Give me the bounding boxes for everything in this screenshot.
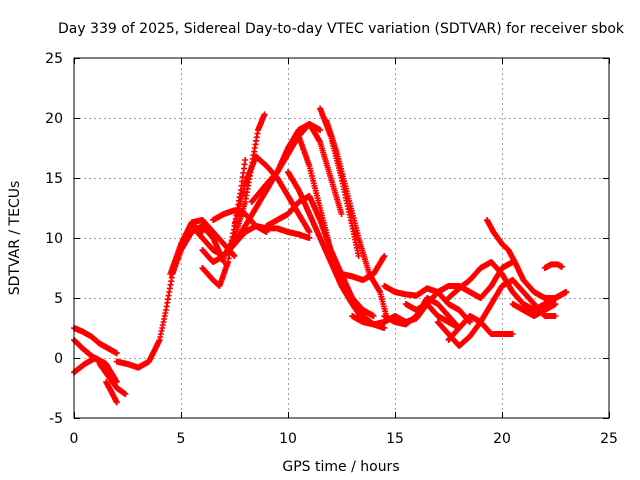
data-series (381, 295, 463, 331)
data-series (541, 261, 565, 271)
axis-ticks: 0 5 10 15 20 25 -5 0 5 10 15 20 25 (45, 51, 618, 447)
x-tick-label: 15 (386, 431, 404, 447)
data-points (71, 105, 570, 406)
data-point-markers (338, 253, 388, 283)
data-point-markers (96, 361, 129, 397)
data-point-markers (381, 295, 463, 331)
x-tick-label: 25 (600, 431, 618, 447)
x-axis-title: GPS time / hours (282, 459, 399, 475)
y-tick-label: -5 (49, 411, 63, 427)
y-axis-title: SDTVAR / TECUs (7, 181, 23, 296)
y-tick-label: 0 (54, 351, 63, 367)
data-series (295, 133, 377, 319)
data-series (323, 117, 390, 319)
data-series (381, 283, 473, 325)
data-point-markers (381, 283, 473, 325)
data-point-markers (445, 313, 516, 343)
data-series (402, 259, 516, 313)
data-series (338, 253, 388, 283)
chart-title: Day 339 of 2025, Sidereal Day-to-day VTE… (58, 21, 625, 37)
data-point-markers (484, 217, 570, 301)
data-point-markers (248, 121, 345, 217)
y-tick-label: 5 (54, 291, 63, 307)
x-tick-label: 5 (177, 431, 186, 447)
x-tick-label: 0 (70, 431, 79, 447)
data-series (96, 361, 129, 397)
data-series (103, 379, 120, 406)
y-tick-label: 15 (45, 171, 63, 187)
y-tick-label: 20 (45, 111, 63, 127)
data-point-markers (323, 117, 390, 319)
data-series (445, 313, 516, 343)
x-tick-label: 10 (279, 431, 297, 447)
data-point-markers (103, 379, 120, 406)
data-point-markers (402, 259, 516, 313)
data-point-markers (295, 133, 377, 319)
y-tick-label: 25 (45, 51, 63, 67)
data-series (509, 301, 559, 319)
data-series (484, 217, 570, 301)
x-tick-label: 20 (493, 431, 511, 447)
data-point-markers (509, 301, 559, 319)
data-series (248, 121, 345, 217)
y-tick-label: 10 (45, 231, 63, 247)
data-point-markers (541, 261, 565, 271)
grid-lines (74, 58, 609, 418)
